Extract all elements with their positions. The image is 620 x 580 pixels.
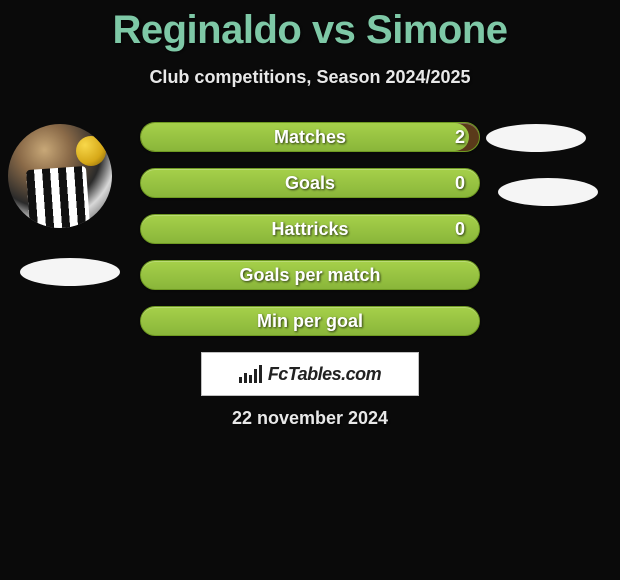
- brand-text: FcTables.com: [268, 364, 381, 385]
- stat-label: Hattricks: [141, 215, 479, 243]
- placeholder-oval-right-2: [498, 178, 598, 206]
- footer-date: 22 november 2024: [0, 408, 620, 429]
- page-subtitle: Club competitions, Season 2024/2025: [0, 67, 620, 88]
- player-left-avatar: [8, 124, 112, 228]
- stat-value: 0: [455, 169, 465, 197]
- stat-label: Matches: [141, 123, 479, 151]
- stat-bar-hattricks: Hattricks 0: [140, 214, 480, 244]
- stat-bar-goals: Goals 0: [140, 168, 480, 198]
- stat-label: Min per goal: [141, 307, 479, 335]
- placeholder-oval-right-1: [486, 124, 586, 152]
- stat-value: 0: [455, 215, 465, 243]
- stat-bar-min-per-goal: Min per goal: [140, 306, 480, 336]
- stat-bar-matches: Matches 2: [140, 122, 480, 152]
- stat-value: 2: [455, 123, 465, 151]
- stats-list: Matches 2 Goals 0 Hattricks 0 Goals per …: [140, 122, 480, 352]
- stat-label: Goals: [141, 169, 479, 197]
- bar-chart-icon: [239, 365, 262, 383]
- brand-box: FcTables.com: [201, 352, 419, 396]
- stat-bar-goals-per-match: Goals per match: [140, 260, 480, 290]
- page-title: Reginaldo vs Simone: [0, 0, 620, 53]
- placeholder-oval-left: [20, 258, 120, 286]
- stat-label: Goals per match: [141, 261, 479, 289]
